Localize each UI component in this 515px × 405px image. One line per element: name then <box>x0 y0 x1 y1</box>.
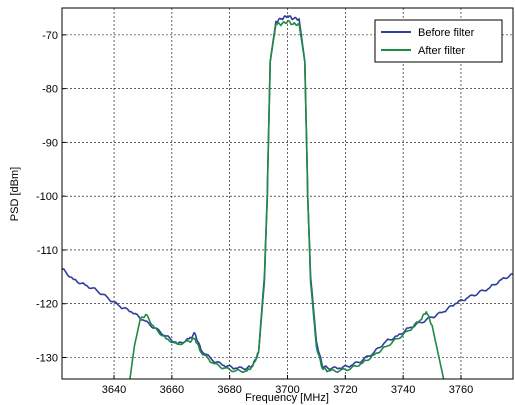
grid <box>62 8 513 379</box>
y-tick-label: -130 <box>36 352 58 364</box>
axis-ticks: 3640 3660 3680 3700 3720 3740 3760 -70 -80 -90 -10… <box>36 30 473 396</box>
x-tick-label: 3700 <box>275 384 299 396</box>
y-axis-label: PSD [dBm] <box>9 167 21 221</box>
legend: Before filter After filter <box>374 19 503 63</box>
y-tick-label: -70 <box>42 30 58 42</box>
legend-label-after-filter: After filter <box>418 45 465 57</box>
y-tick-label: -120 <box>36 299 58 311</box>
y-tick-label: -110 <box>37 245 58 257</box>
x-tick-label: 3640 <box>102 384 126 396</box>
series-lines <box>62 15 513 379</box>
x-tick-label: 3680 <box>217 384 241 396</box>
legend-box <box>374 19 503 63</box>
y-tick-label: -100 <box>36 191 58 203</box>
legend-label-before-filter: Before filter <box>418 27 475 39</box>
x-tick-label: 3760 <box>449 384 473 396</box>
x-tick-label: 3740 <box>391 384 415 396</box>
y-tick-label: -80 <box>42 84 58 96</box>
x-tick-label: 3660 <box>160 384 184 396</box>
series-line-after-filter <box>129 19 445 379</box>
y-tick-label: -90 <box>42 137 58 149</box>
x-tick-label: 3720 <box>333 384 357 396</box>
x-axis-label: Frequency [MHz] <box>245 392 329 404</box>
